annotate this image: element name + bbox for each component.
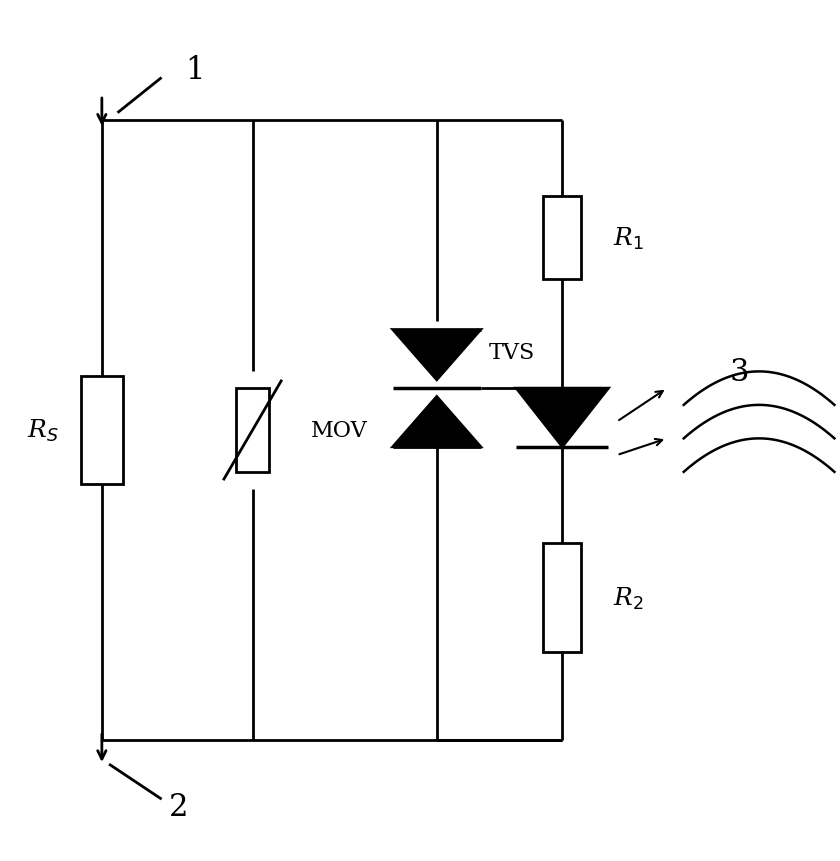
- Polygon shape: [393, 330, 480, 381]
- Bar: [81, 376, 123, 485]
- Bar: [543, 196, 581, 280]
- Bar: [543, 543, 581, 652]
- Text: R$_2$: R$_2$: [612, 585, 643, 610]
- Text: MOV: MOV: [311, 419, 368, 442]
- Text: 2: 2: [169, 791, 188, 822]
- Text: R$_1$: R$_1$: [612, 225, 643, 251]
- Polygon shape: [393, 397, 480, 447]
- Text: 3: 3: [730, 356, 749, 387]
- Text: R$_S$: R$_S$: [27, 418, 60, 443]
- Bar: [236, 388, 270, 473]
- Polygon shape: [517, 388, 608, 447]
- Text: 1: 1: [186, 55, 205, 86]
- Text: TVS: TVS: [489, 342, 535, 363]
